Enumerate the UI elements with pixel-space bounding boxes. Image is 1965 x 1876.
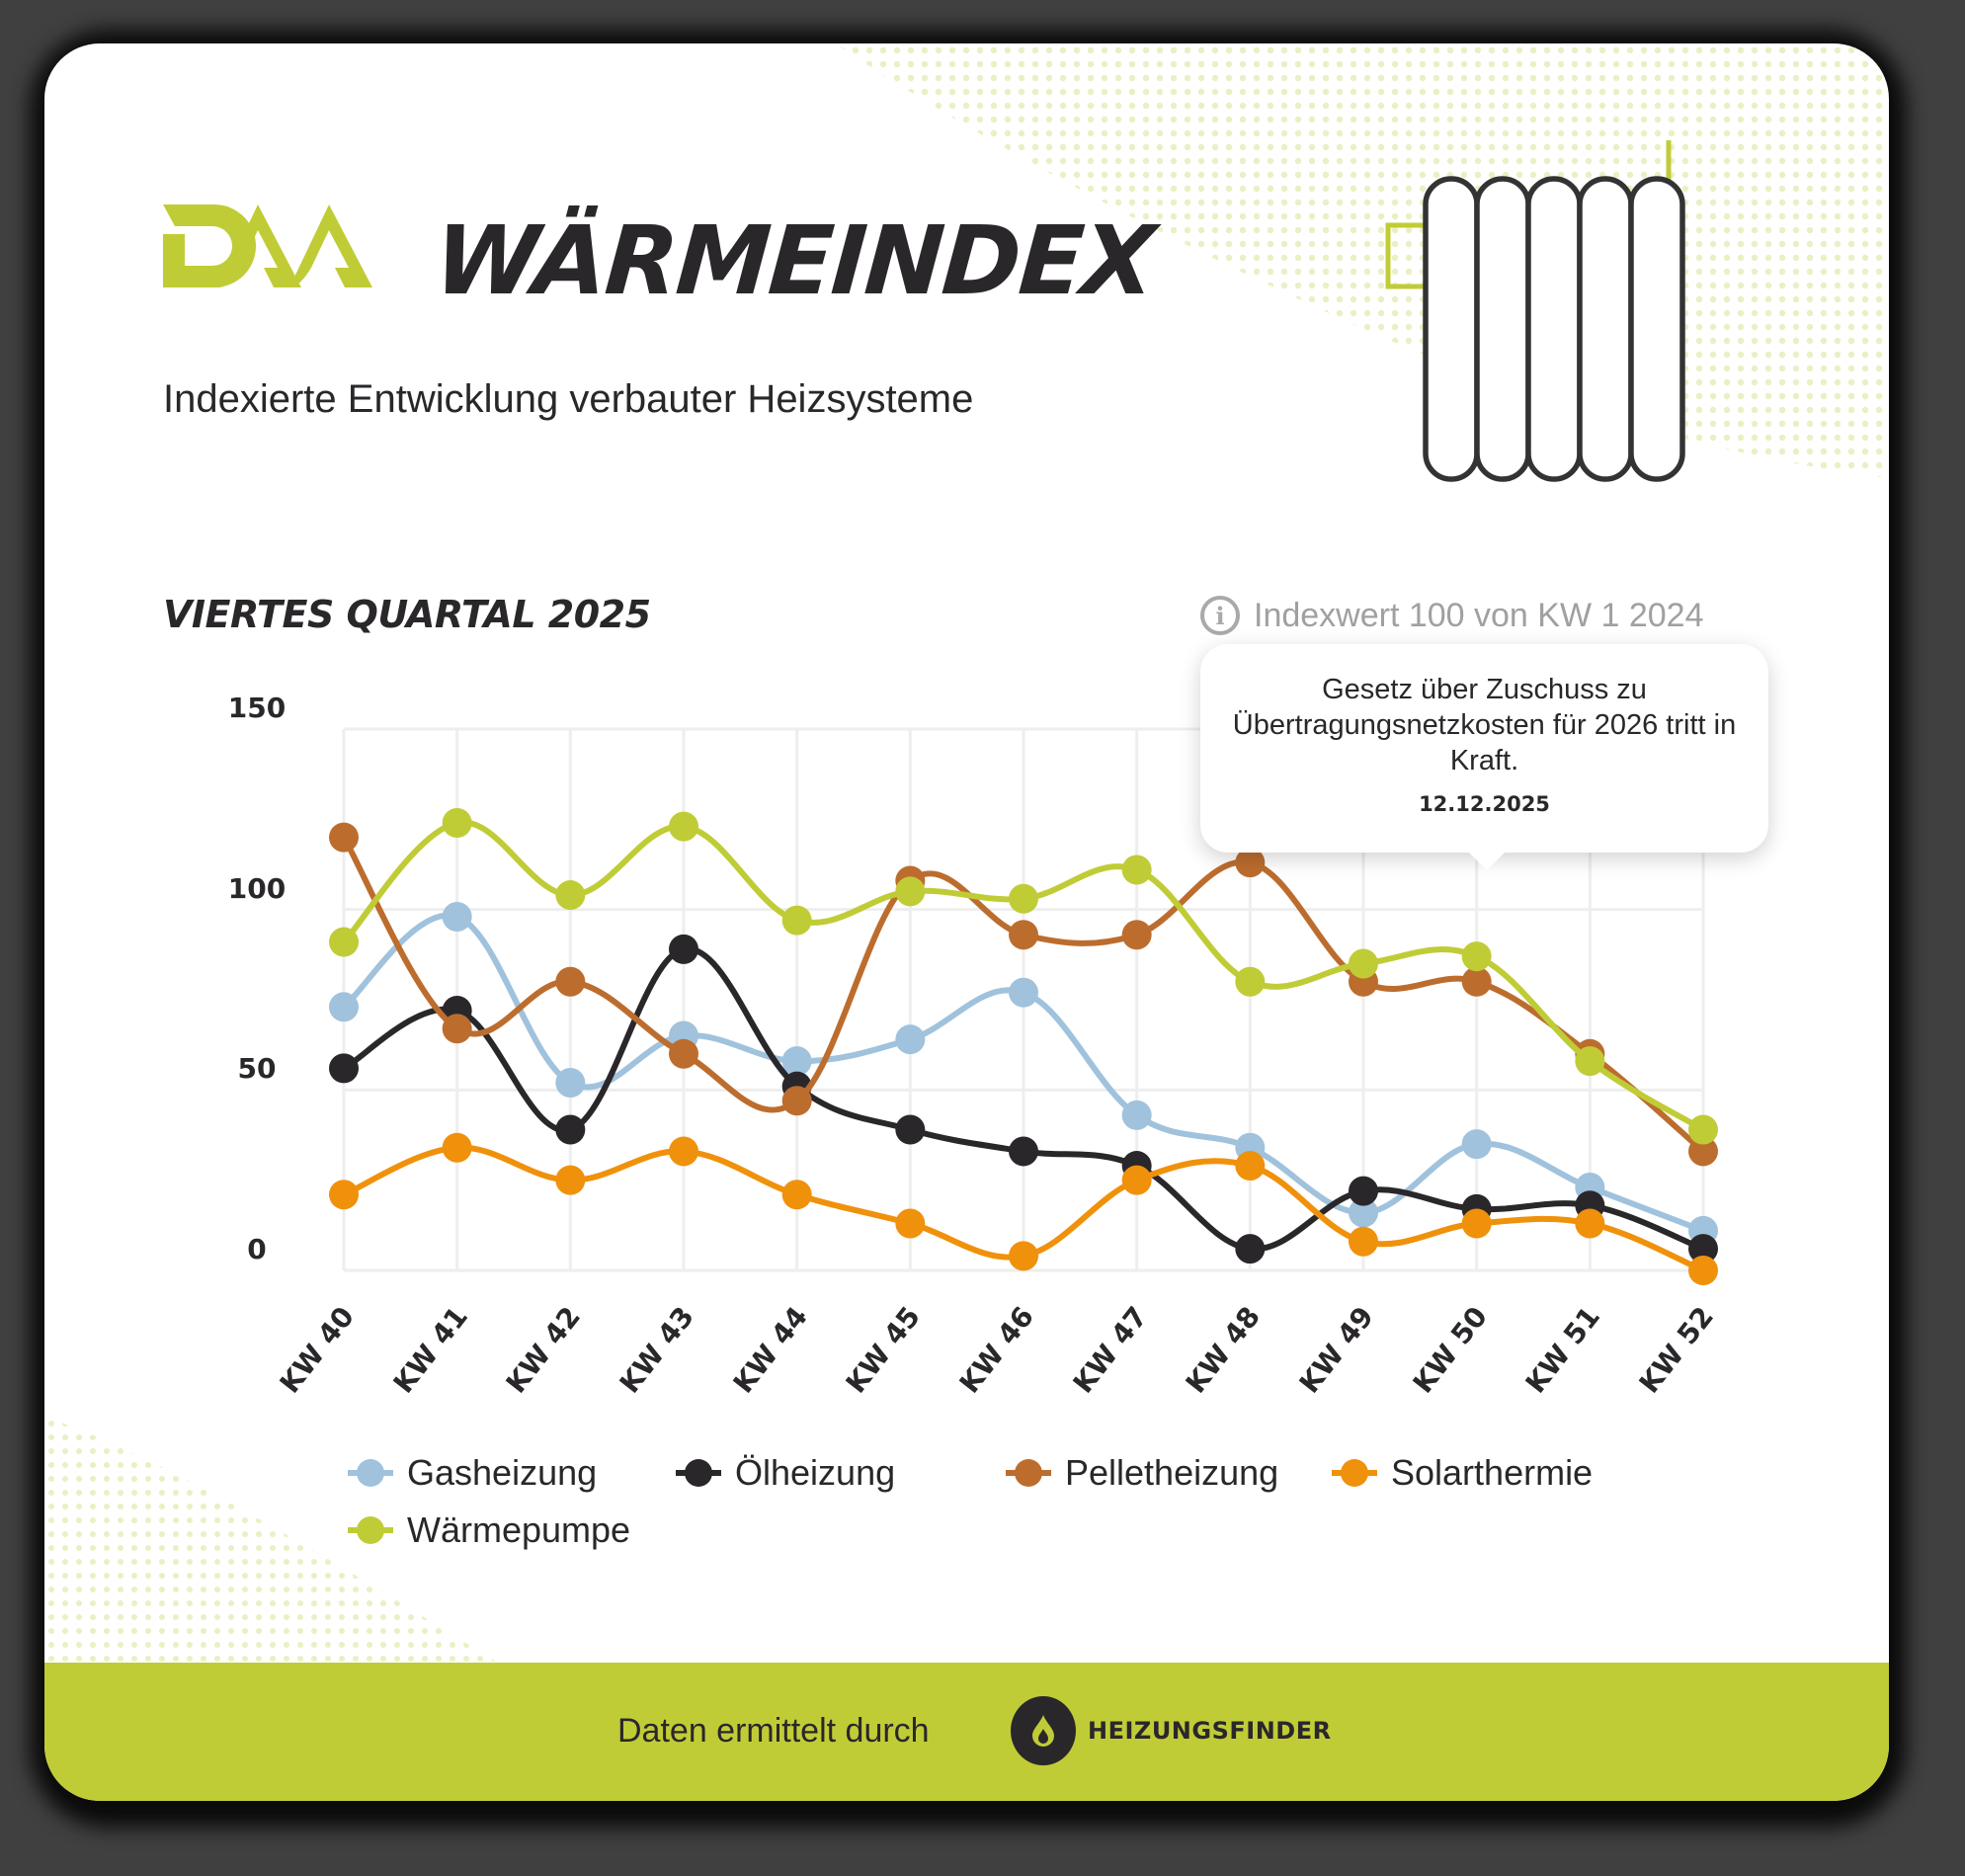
tooltip-text: Gesetz über Zuschuss zu Übertragungsnetz… [1232,674,1737,776]
data-point[interactable] [1235,1151,1266,1182]
data-point[interactable] [329,1053,359,1084]
data-point[interactable] [1121,1165,1152,1195]
data-point[interactable] [329,1180,359,1210]
data-point[interactable] [1121,920,1152,950]
data-point[interactable] [781,1180,812,1210]
data-point[interactable] [1688,1256,1718,1285]
chart-period-heading: VIERTES QUARTAL 2025 [163,593,651,636]
data-point[interactable] [442,1132,472,1163]
radiator-icon [1385,140,1685,482]
data-point[interactable] [669,934,698,964]
y-tick-label: 100 [227,871,287,905]
tooltip-date: 12.12.2025 [1419,792,1550,816]
data-point[interactable] [1349,948,1378,979]
legend-marker-icon [1332,1459,1377,1487]
data-point[interactable] [1349,1197,1378,1228]
event-annotation-tooltip: Gesetz über Zuschuss zu Übertragungsnetz… [1200,644,1768,870]
legend-label: Ölheizung [735,1452,896,1493]
data-point[interactable] [329,822,359,853]
data-point[interactable] [1688,1136,1718,1167]
data-point[interactable] [781,1046,812,1077]
index-info-text: Indexwert 100 von KW 1 2024 [1254,596,1704,634]
data-point[interactable] [1235,848,1266,878]
data-point[interactable] [329,927,359,957]
data-point[interactable] [895,1114,926,1145]
legend-label: Solarthermie [1391,1452,1594,1493]
data-point[interactable] [1121,855,1152,885]
data-point[interactable] [555,966,586,997]
data-point[interactable] [895,1024,926,1055]
y-tick-label: 50 [237,1052,277,1086]
data-point[interactable] [442,901,472,932]
tooltip-arrow [1467,851,1507,870]
legend-marker-icon [1006,1459,1051,1487]
data-point[interactable] [1688,1234,1718,1264]
data-point[interactable] [1688,1114,1718,1145]
heizungsfinder-brand: HEIZUNGSFINDER [1088,1717,1332,1745]
legend-label: Wärmepumpe [407,1509,631,1550]
legend-item-solarthermie[interactable]: Solarthermie [1330,1452,1593,1494]
series-solarthermie [329,1132,1718,1285]
data-point[interactable] [1349,1226,1378,1257]
data-point[interactable] [781,1086,812,1116]
infographic-card: WÄRMEINDEX Indexierte Entwicklung verbau… [44,43,1889,1801]
data-point[interactable] [1009,920,1038,950]
data-point[interactable] [1349,1176,1378,1206]
data-point[interactable] [1461,941,1492,972]
data-point[interactable] [442,1014,472,1044]
data-point[interactable] [895,1208,926,1239]
index-info-note: i Indexwert 100 von KW 1 2024 [1200,596,1704,635]
data-point[interactable] [669,811,698,842]
footer-bar: Daten ermittelt durch HEIZUNGSFINDER [44,1663,1889,1801]
data-point[interactable] [1121,1100,1152,1130]
legend-item-wärmepumpe[interactable]: Wärmepumpe [346,1509,630,1551]
data-point[interactable] [1009,1136,1038,1167]
y-tick-label: 150 [227,692,287,724]
data-point[interactable] [1009,883,1038,914]
data-point[interactable] [669,1038,698,1069]
legend-item-gasheizung[interactable]: Gasheizung [346,1452,597,1494]
dot-pattern-top-right [835,43,1889,478]
data-point[interactable] [781,905,812,936]
data-point[interactable] [442,807,472,838]
flame-icon [1011,1696,1076,1765]
legend-item-ölheizung[interactable]: Ölheizung [674,1452,895,1494]
data-point[interactable] [1461,1208,1492,1239]
data-point[interactable] [555,1114,586,1145]
data-point[interactable] [1575,1208,1605,1239]
data-point[interactable] [555,1165,586,1195]
y-tick-label: 0 [247,1233,267,1265]
data-point[interactable] [1009,1241,1038,1271]
data-point[interactable] [555,1068,586,1099]
legend-label: Pelletheizung [1065,1452,1279,1493]
legend-marker-icon [348,1516,393,1544]
data-point[interactable] [1235,966,1266,997]
data-point[interactable] [555,880,586,911]
data-point[interactable] [1575,1046,1605,1077]
legend-item-pelletheizung[interactable]: Pelletheizung [1004,1452,1278,1494]
page-subtitle: Indexierte Entwicklung verbauter Heizsys… [163,377,974,421]
data-point[interactable] [895,876,926,907]
data-point[interactable] [1461,1129,1492,1160]
data-point[interactable] [1461,966,1492,997]
heizungsfinder-logo[interactable]: HEIZUNGSFINDER [1011,1696,1332,1765]
legend-marker-icon [348,1459,393,1487]
series-wärmepumpe [329,807,1718,1145]
data-point[interactable] [669,1136,698,1167]
line-chart [329,727,1718,1285]
legend-label: Gasheizung [407,1452,598,1493]
data-point[interactable] [329,992,359,1022]
footer-credit-text: Daten ermittelt durch [617,1712,930,1750]
data-point[interactable] [1235,1234,1266,1264]
data-point[interactable] [1009,977,1038,1008]
legend-marker-icon [676,1459,721,1487]
info-circle-icon: i [1200,596,1240,635]
daa-logo-icon [163,204,372,287]
dot-pattern-bottom-left [44,1417,499,1664]
